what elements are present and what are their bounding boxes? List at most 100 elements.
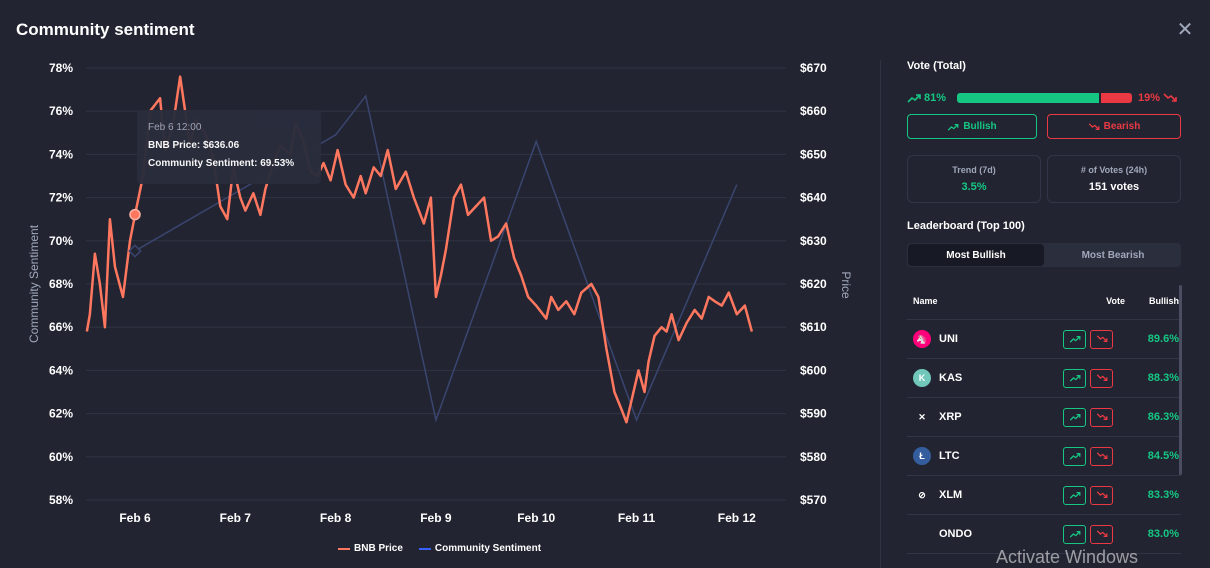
- table-row[interactable]: ONDO 83.0%: [907, 515, 1181, 554]
- vote-up-button[interactable]: [1063, 485, 1086, 505]
- vote-down-button[interactable]: [1090, 407, 1113, 427]
- x-tick-label: Feb 8: [320, 511, 352, 525]
- table-rows: 🦄 UNI 89.6% K KAS 88.3% ✕ XRP 86.3% Ł LTC 84.5% ⊘ XLM…: [907, 320, 1181, 554]
- vote-down-button[interactable]: [1090, 368, 1113, 388]
- trend-down-icon: [1096, 530, 1107, 538]
- windows-watermark: Activate Windows: [996, 547, 1139, 567]
- vote-cell: [1063, 446, 1133, 466]
- uni-icon: 🦄: [913, 330, 931, 348]
- y-right-tick-label: $640: [800, 191, 827, 205]
- bullish-pct: 88.3%: [1147, 372, 1179, 384]
- y-right-axis-label: Price: [839, 271, 853, 299]
- trend-down-icon: [1088, 122, 1100, 130]
- leaderboard-scrollbar[interactable]: [1179, 285, 1182, 475]
- y-left-tick-label: 66%: [49, 320, 73, 334]
- trend-up-icon: [907, 94, 921, 103]
- chart-legend: BNB Price Community Sentiment: [338, 543, 541, 554]
- vote-up-button[interactable]: [1063, 368, 1086, 388]
- vote-down-button[interactable]: [1090, 329, 1113, 349]
- trend-up-icon: [1069, 452, 1080, 460]
- legend-price-swatch: [338, 547, 350, 550]
- x-tick-label: Feb 7: [220, 511, 252, 525]
- vote-cell: [1063, 329, 1133, 349]
- vote-up-button[interactable]: [1063, 446, 1086, 466]
- legend-price[interactable]: BNB Price: [338, 543, 403, 554]
- y-left-axis-label: Community Sentiment: [27, 224, 41, 343]
- price-hover-marker: [129, 208, 141, 221]
- table-row[interactable]: Ł LTC 84.5%: [907, 437, 1181, 476]
- trend-value: 3.5%: [961, 181, 987, 193]
- votes-value: 151 votes: [1088, 181, 1140, 193]
- trend-up-icon: [1069, 491, 1080, 499]
- trend-up-icon: [1069, 530, 1080, 538]
- trend-label: Trend (7d): [952, 165, 996, 175]
- leaderboard-title: Leaderboard (Top 100): [907, 220, 1025, 232]
- y-left-tick-label: 64%: [49, 363, 73, 377]
- vote-cell: [1063, 407, 1133, 427]
- y-left-tick-label: 68%: [49, 277, 73, 291]
- y-left-tick-label: 78%: [49, 61, 73, 75]
- y-right-tick-label: $670: [800, 61, 827, 75]
- coin-name-cell: Ł LTC: [913, 447, 1063, 465]
- vote-cell: [1063, 368, 1133, 388]
- coin-name-cell: ONDO: [913, 525, 1063, 543]
- table-header: Name Vote Bullish: [907, 283, 1181, 320]
- table-row[interactable]: K KAS 88.3%: [907, 359, 1181, 398]
- bearish-button[interactable]: Bearish: [1047, 114, 1181, 139]
- panel-divider: [880, 60, 881, 568]
- vote-bar: [957, 93, 1132, 103]
- bullish-button[interactable]: Bullish: [907, 114, 1037, 139]
- vote-down-button[interactable]: [1090, 524, 1113, 544]
- coin-name: ONDO: [939, 528, 972, 540]
- coin-name: XLM: [939, 489, 963, 501]
- sentiment-series-line: [134, 94, 738, 423]
- vote-up-button[interactable]: [1063, 524, 1086, 544]
- vote-down-button[interactable]: [1090, 485, 1113, 505]
- trend-down-icon: [1096, 491, 1107, 499]
- trend-down-icon: [1096, 452, 1107, 460]
- y-right-tick-label: $620: [800, 277, 827, 291]
- bullish-pct: 83.3%: [1147, 489, 1179, 501]
- y-right-tick-label: $570: [800, 493, 827, 507]
- votes-stat: # of Votes (24h) 151 votes: [1047, 155, 1181, 203]
- bullish-button-label: Bullish: [963, 121, 997, 132]
- tab-most-bullish[interactable]: Most Bullish: [908, 244, 1044, 266]
- trend-down-icon: [1096, 413, 1107, 421]
- leaderboard-tabs: Most Bullish Most Bearish: [907, 243, 1181, 267]
- vote-up-button[interactable]: [1063, 407, 1086, 427]
- coin-name-cell: K KAS: [913, 369, 1063, 387]
- table-row[interactable]: ⊘ XLM 83.3%: [907, 476, 1181, 515]
- table-row[interactable]: ✕ XRP 86.3%: [907, 398, 1181, 437]
- trend-up-icon: [948, 123, 959, 131]
- legend-sentiment[interactable]: Community Sentiment: [418, 543, 542, 554]
- legend-sentiment-label: Community Sentiment: [434, 543, 542, 554]
- vote-down-button[interactable]: [1090, 446, 1113, 466]
- y-left-tick-label: 58%: [49, 493, 73, 507]
- col-vote: Vote: [1106, 296, 1125, 306]
- bearish-button-label: Bearish: [1103, 121, 1141, 132]
- vote-title: Vote (Total): [907, 60, 966, 72]
- y-right-tick-label: $630: [800, 234, 827, 248]
- xrp-icon: ✕: [913, 408, 931, 426]
- modal-title: Community sentiment: [16, 20, 195, 39]
- tooltip-sentiment: Community Sentiment: 69.53%: [148, 158, 295, 169]
- table-row[interactable]: 🦄 UNI 89.6%: [907, 320, 1181, 359]
- x-tick-label: Feb 11: [618, 511, 656, 525]
- ltc-icon: Ł: [913, 447, 931, 465]
- close-icon[interactable]: ✕: [1176, 19, 1194, 41]
- x-tick-label: Feb 9: [420, 511, 452, 525]
- bullish-pct: 86.3%: [1147, 411, 1179, 423]
- y-right-tick-label: $660: [800, 104, 827, 118]
- tab-most-bearish[interactable]: Most Bearish: [1081, 249, 1145, 261]
- bull-pct-value: 81%: [924, 92, 947, 104]
- col-name: Name: [913, 296, 938, 306]
- bullish-pct: 83.0%: [1147, 528, 1179, 540]
- y-right-tick-label: $590: [800, 407, 827, 421]
- y-left-tick-label: 62%: [49, 407, 73, 421]
- y-left-tick-label: 74%: [49, 147, 73, 161]
- bullish-pct: 84.5%: [1147, 450, 1179, 462]
- vote-up-button[interactable]: [1063, 329, 1086, 349]
- x-tick-label: Feb 12: [718, 511, 756, 525]
- bull-pct: 81%: [907, 92, 957, 104]
